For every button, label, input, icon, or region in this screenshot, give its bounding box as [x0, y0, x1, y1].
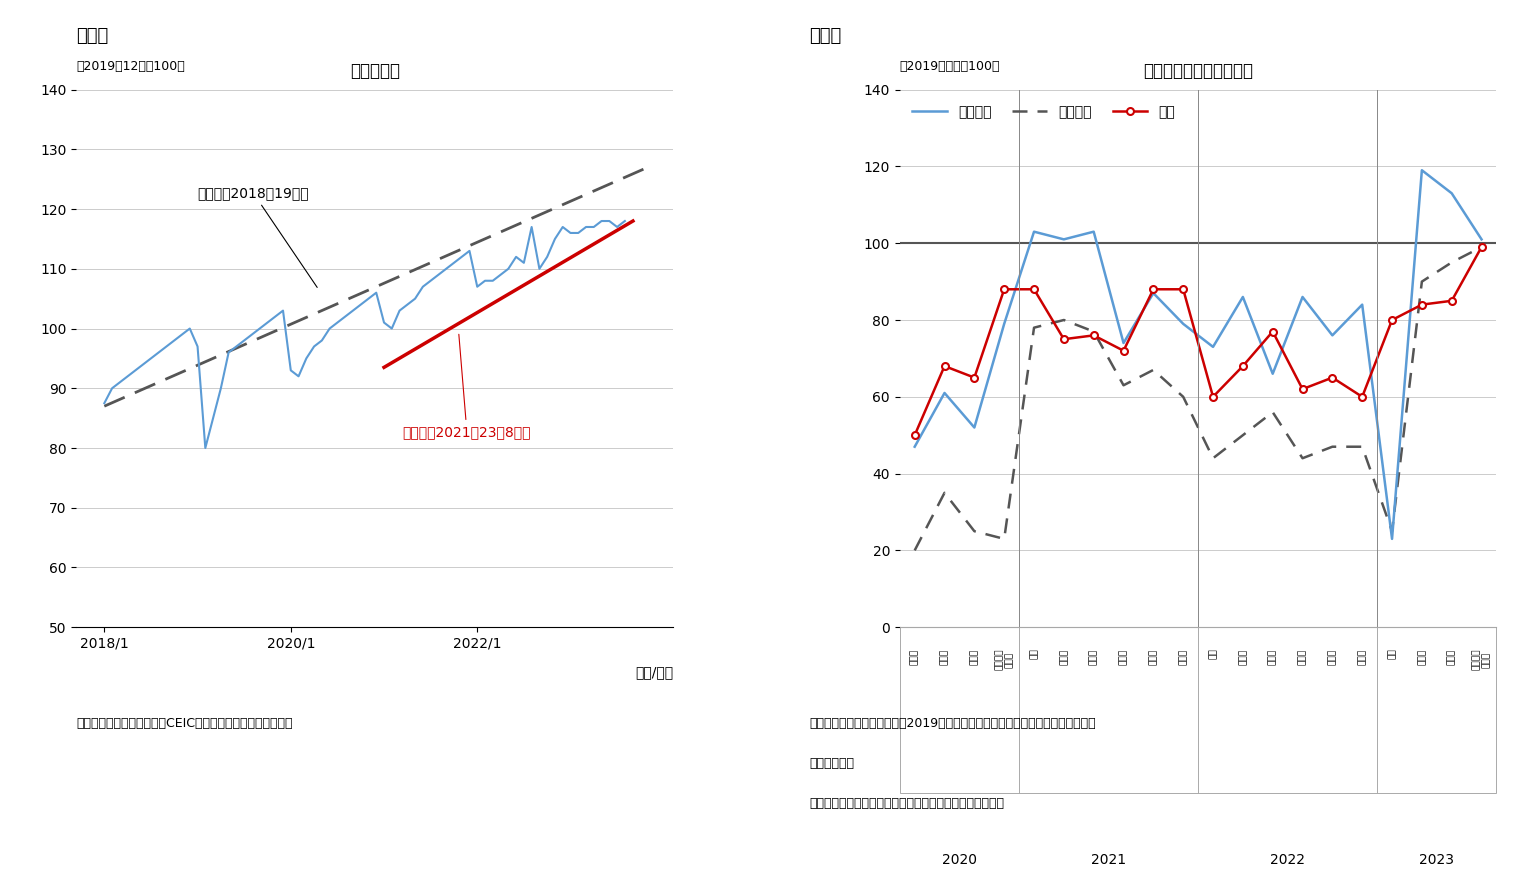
Text: （2019年同期＝100）: （2019年同期＝100） — [899, 60, 1000, 73]
Text: 端午節: 端午節 — [1298, 649, 1307, 665]
Text: 労働節: 労働節 — [941, 649, 948, 665]
Text: 端午節: 端午節 — [970, 649, 979, 665]
Text: （資料）中国国家統計局、CEICよりニッセイ基礎研究所作成: （資料）中国国家統計局、CEICよりニッセイ基礎研究所作成 — [76, 717, 293, 730]
Title: 小売売上高: 小売売上高 — [350, 62, 400, 80]
Text: 基づき試算。: 基づき試算。 — [809, 757, 854, 771]
Text: 端午節: 端午節 — [1448, 649, 1457, 665]
Text: 中秋節: 中秋節 — [1328, 649, 1336, 665]
Text: （注）観光客数・観光収入の2019年同期比は、政府公表値。単価は、同公表値に: （注）観光客数・観光収入の2019年同期比は、政府公表値。単価は、同公表値に — [809, 717, 1096, 730]
Text: （資料）中国文化・観光部より、ニッセイ基礎研究所作成: （資料）中国文化・観光部より、ニッセイ基礎研究所作成 — [809, 797, 1005, 811]
Text: （年/月）: （年/月） — [635, 665, 673, 679]
Text: 図表１: 図表１ — [76, 27, 108, 45]
Text: 国慶節: 国慶節 — [1358, 649, 1367, 665]
Text: 清明節: 清明節 — [1238, 649, 1248, 665]
Text: 図表２: 図表２ — [809, 27, 841, 45]
Title: 休暇期間中の観光データ: 休暇期間中の観光データ — [1144, 62, 1254, 80]
Text: 端午節: 端午節 — [1119, 649, 1128, 665]
Text: 2021: 2021 — [1092, 853, 1127, 867]
Text: 春節: 春節 — [1388, 649, 1397, 659]
Text: 国慶節: 国慶節 — [1179, 649, 1188, 665]
Text: （2019年12月＝100）: （2019年12月＝100） — [76, 60, 185, 73]
Text: 中秋節: 中秋節 — [1148, 649, 1157, 665]
Legend: 観光客数, 観光収入, 単価: 観光客数, 観光収入, 単価 — [907, 99, 1180, 125]
Text: 2020: 2020 — [942, 853, 977, 867]
Text: 国慶節・
中秋節: 国慶節・ 中秋節 — [994, 649, 1014, 670]
Text: 労働節: 労働節 — [1269, 649, 1277, 665]
Text: 労働節: 労働節 — [1417, 649, 1426, 665]
Text: 2022: 2022 — [1270, 853, 1306, 867]
Text: 国慶節・
中秋節: 国慶節・ 中秋節 — [1472, 649, 1492, 670]
Text: 労働節: 労働節 — [1089, 649, 1098, 665]
Text: 清明節: 清明節 — [1060, 649, 1069, 665]
Text: 清明節: 清明節 — [910, 649, 919, 665]
Text: 傾向線（2018〜19年）: 傾向線（2018〜19年） — [197, 186, 318, 288]
Text: 春節: 春節 — [1029, 649, 1038, 659]
Text: 2023: 2023 — [1419, 853, 1454, 867]
Text: 春節: 春節 — [1208, 649, 1217, 659]
Text: 傾向線（2021〜23年8月）: 傾向線（2021〜23年8月） — [403, 334, 531, 439]
